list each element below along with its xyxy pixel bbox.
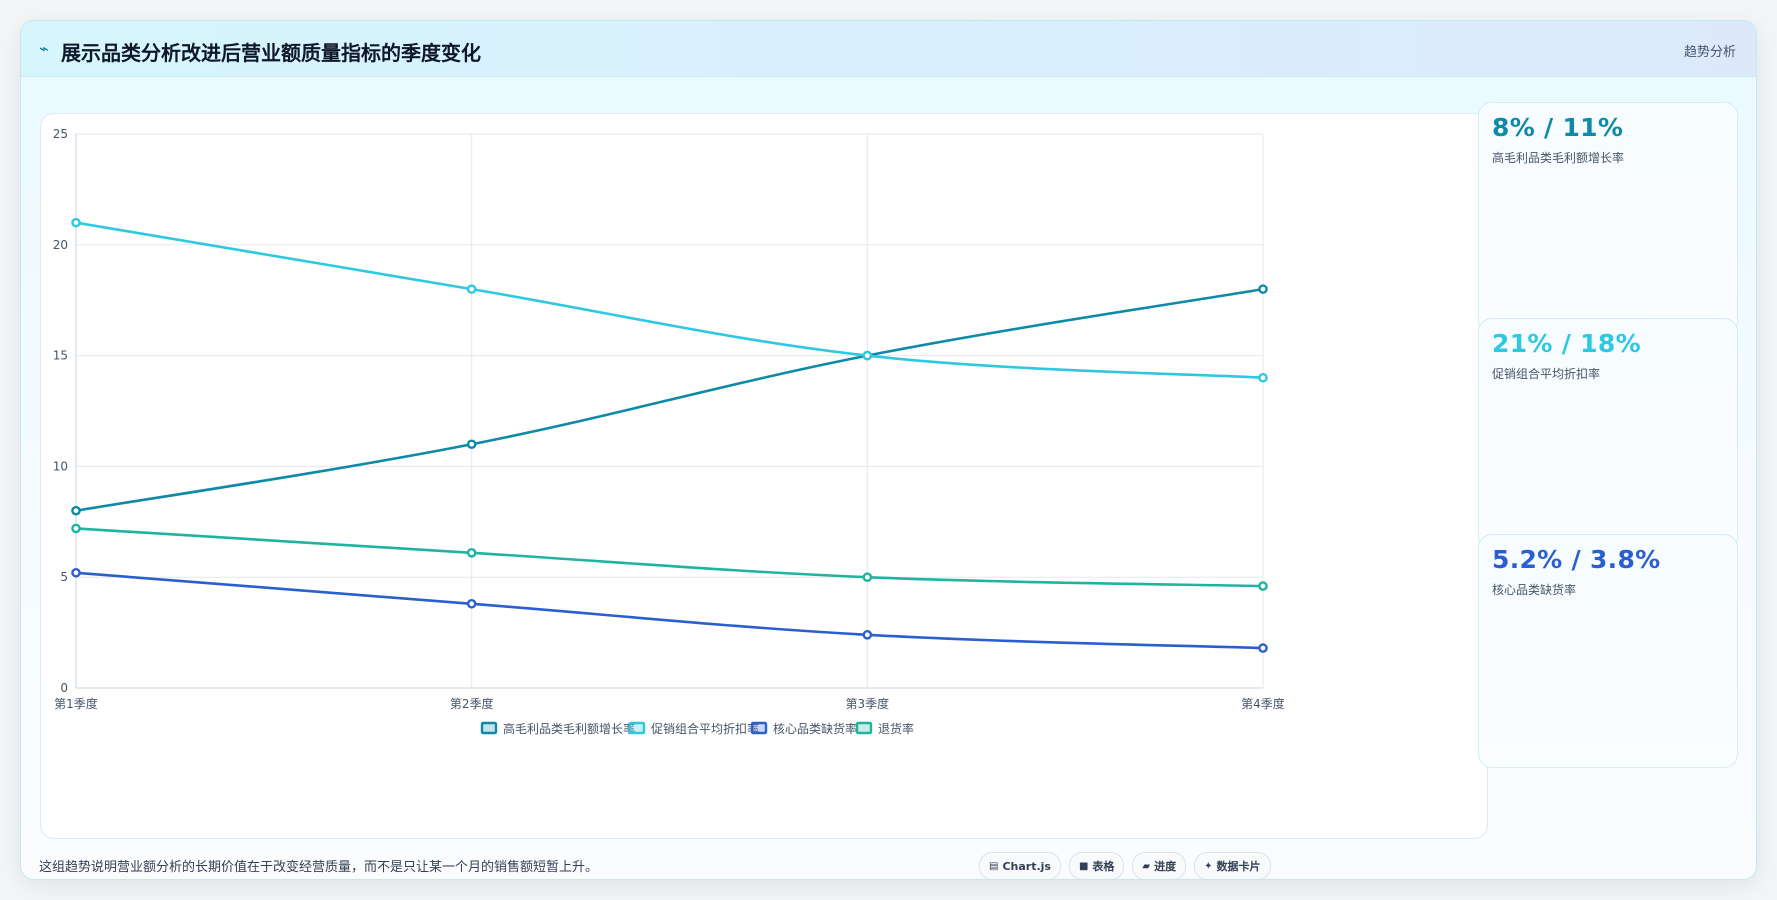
data-point[interactable]: [1258, 284, 1268, 294]
chip-label: 进度: [1154, 860, 1177, 873]
page-title: 展示品类分析改进后营业额质量指标的季度变化: [61, 41, 481, 65]
series-line: [75, 287, 1264, 513]
legend-label: 促销组合平均折扣率: [651, 721, 759, 736]
metric-card-stockout-rate: 5.2% / 3.8% 核心品类缺货率: [1478, 534, 1738, 768]
chip-label: Chart.js: [1002, 859, 1051, 873]
legend-swatch: [750, 721, 768, 735]
x-tick-label: 第2季度: [450, 696, 494, 711]
y-tick-label: 25: [53, 127, 68, 141]
header-tag: 趋势分析: [1683, 45, 1736, 60]
data-point[interactable]: [466, 598, 477, 609]
data-point[interactable]: [466, 284, 477, 294]
chart-legend: 高毛利品类毛利额增长率 促销组合平均折扣率 核心品类缺货率 退货率: [480, 721, 914, 736]
y-tick-label: 0: [60, 681, 68, 695]
data-point[interactable]: [71, 217, 81, 228]
metric-value: 21% / 18%: [1492, 329, 1641, 358]
series-line: [75, 221, 1264, 380]
sparkle-icon: ✦: [1204, 860, 1213, 872]
chip-label: 数据卡片: [1216, 860, 1261, 873]
chip-chartjs[interactable]: ▤ Chart.js: [979, 852, 1061, 879]
legend-swatch: [855, 721, 873, 735]
data-point[interactable]: [71, 567, 81, 578]
metric-label: 促销组合平均折扣率: [1492, 367, 1601, 381]
table-icon: ■: [1078, 860, 1089, 872]
y-tick-label: 20: [53, 238, 68, 252]
y-tick-label: 10: [53, 459, 68, 473]
chart-axes: 0 5 10 15 20 25 第1季度 第2季度 第3季度 第4季度: [53, 127, 1285, 711]
legend-swatch: [480, 721, 498, 735]
chip-row: ▤ Chart.js ■ 表格 ▰ 进度 ✦ 数据卡片: [979, 852, 1271, 879]
x-tick-label: 第4季度: [1241, 696, 1285, 711]
data-point[interactable]: [71, 505, 81, 516]
trend-line-icon: ⌁: [39, 41, 49, 58]
footer-note: 这组趋势说明营业额分析的长期价值在于改变经营质量，而不是只让某一个月的销售额短暂…: [39, 860, 599, 875]
data-point[interactable]: [862, 630, 873, 640]
series-line: [75, 527, 1264, 588]
chip-data-card[interactable]: ✦ 数据卡片: [1194, 852, 1271, 879]
data-point[interactable]: [466, 439, 477, 450]
metric-card-discount-rate: 21% / 18% 促销组合平均折扣率: [1478, 318, 1738, 552]
data-point[interactable]: [1258, 372, 1268, 383]
chart-grid: [75, 133, 1264, 689]
chip-progress[interactable]: ▰ 进度: [1132, 852, 1187, 879]
metric-value: 8% / 11%: [1492, 113, 1624, 142]
chip-table[interactable]: ■ 表格: [1068, 852, 1125, 879]
data-point[interactable]: [1258, 581, 1268, 591]
data-point[interactable]: [1258, 643, 1268, 653]
data-point[interactable]: [862, 572, 873, 583]
y-tick-label: 15: [53, 349, 68, 363]
chip-label: 表格: [1092, 860, 1115, 873]
y-tick-label: 5: [60, 570, 68, 584]
line-chart: 0 5 10 15 20 25 第1季度 第2季度 第3季度 第4季度 高毛利品类毛利额增长率 促销…: [53, 127, 1285, 736]
legend-swatch: [628, 721, 646, 735]
data-point[interactable]: [466, 548, 477, 558]
chart-card: 0 5 10 15 20 25 第1季度 第2季度 第3季度 第4季度 高毛利品类毛利额增长率 促销…: [40, 113, 1488, 839]
metric-label: 高毛利品类毛利额增长率: [1492, 151, 1625, 165]
chart-series: [71, 217, 1268, 653]
data-point[interactable]: [71, 523, 81, 534]
x-tick-label: 第1季度: [54, 696, 98, 711]
metric-label: 核心品类缺货率: [1492, 583, 1577, 597]
dashboard-panel: ⌁ 展示品类分析改进后营业额质量指标的季度变化 趋势分析 0 5 10 15 20 25 第…: [20, 20, 1757, 880]
metric-card-gross-margin: 8% / 11% 高毛利品类毛利额增长率: [1478, 102, 1738, 336]
series-line: [75, 571, 1264, 650]
panel-body: 0 5 10 15 20 25 第1季度 第2季度 第3季度 第4季度 高毛利品类毛利额增长率 促销…: [21, 77, 1756, 879]
legend-label: 核心品类缺货率: [773, 721, 857, 736]
panel-header: ⌁ 展示品类分析改进后营业额质量指标的季度变化 趋势分析: [21, 21, 1756, 77]
legend-label: 退货率: [878, 721, 914, 736]
data-point[interactable]: [862, 350, 873, 361]
chart-icon: ▤: [989, 860, 999, 872]
legend-label: 高毛利品类毛利额增长率: [503, 721, 635, 736]
metric-value: 5.2% / 3.8%: [1492, 545, 1661, 574]
x-tick-label: 第3季度: [846, 696, 890, 711]
progress-icon: ▰: [1142, 860, 1151, 872]
